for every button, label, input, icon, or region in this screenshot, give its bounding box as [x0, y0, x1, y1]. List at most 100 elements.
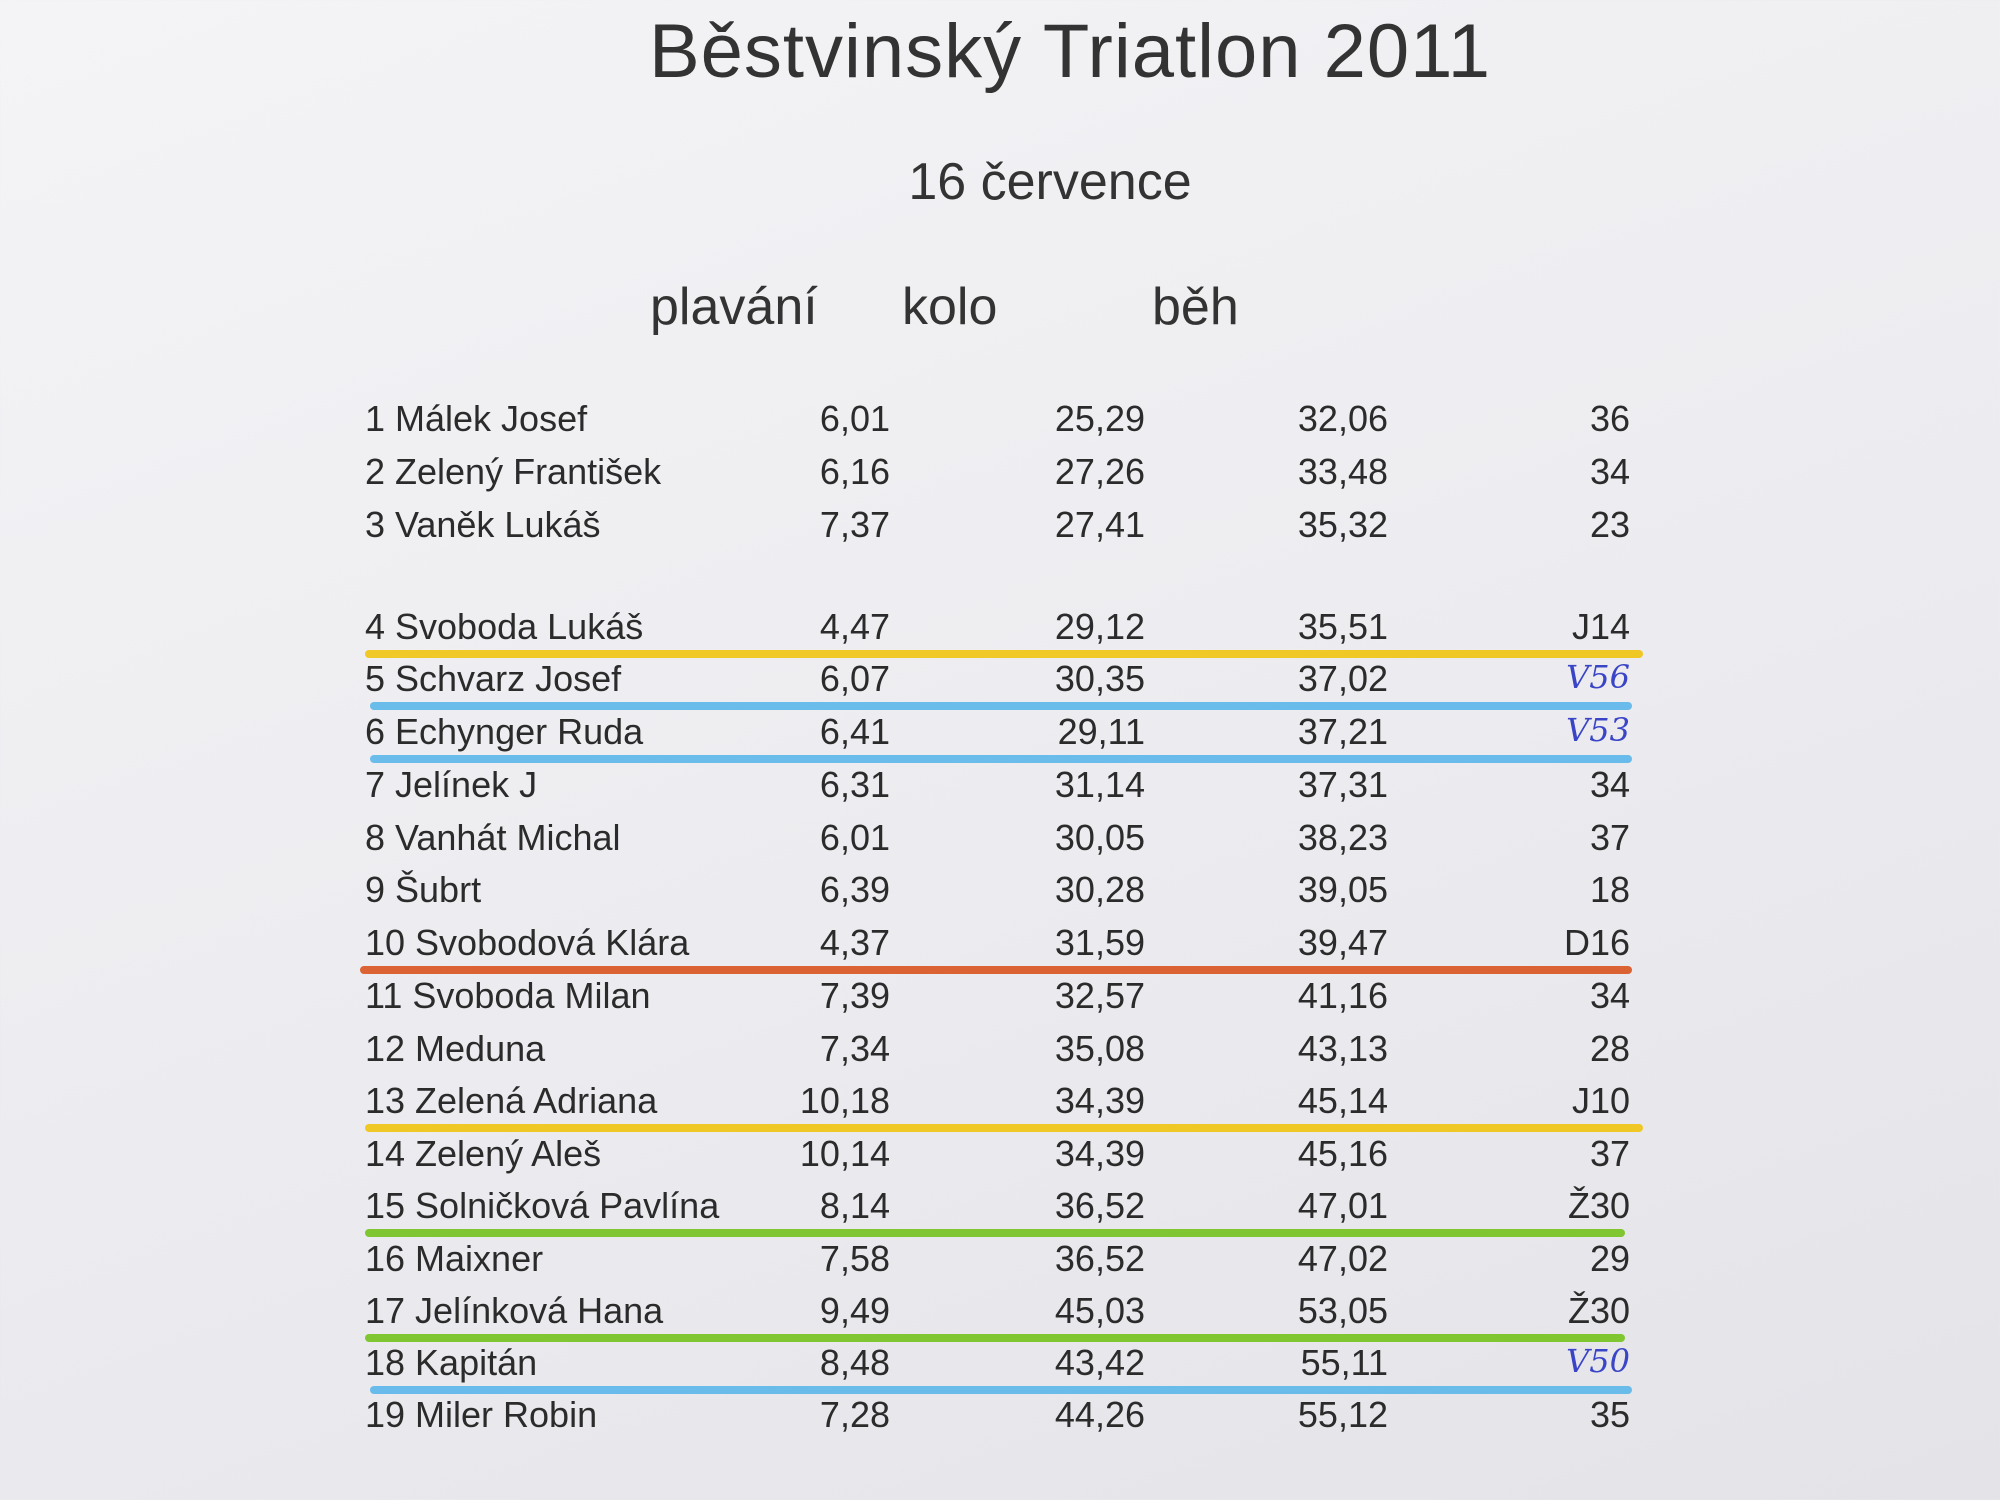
run-time: 47,01: [1297, 1185, 1388, 1226]
run-time: 45,16: [1297, 1133, 1388, 1174]
bike-time: 30,05: [1054, 817, 1145, 858]
swim-time: 6,31: [819, 764, 890, 805]
table-row: 9 Šubrt 6,39 30,28 39,05 18: [0, 869, 2000, 921]
highlight-marker: [360, 966, 1632, 974]
table-row: 8 Vanhát Michal 6,01 30,05 38,23 37: [0, 817, 2000, 869]
bike-time: 44,26: [1054, 1394, 1145, 1435]
run-time: 41,16: [1297, 975, 1388, 1016]
column-header-swim: plavání: [650, 278, 818, 336]
swim-time: 6,01: [819, 817, 890, 858]
bike-time: 25,29: [1054, 398, 1145, 439]
swim-time: 10,14: [799, 1133, 890, 1174]
run-time: 53,05: [1297, 1290, 1388, 1331]
bike-time: 27,41: [1054, 504, 1145, 545]
athlete-name: 14 Zelený Aleš: [365, 1133, 602, 1174]
table-row: 15 Solničková Pavlína 8,14 36,52 47,01 Ž30: [0, 1185, 2000, 1237]
table-row: 6 Echynger Ruda 6,41 29,11 37,21 V53: [0, 711, 2000, 763]
athlete-name: 16 Maixner: [365, 1238, 544, 1279]
table-row: 4 Svoboda Lukáš 4,47 29,12 35,51 J14: [0, 606, 2000, 658]
athlete-name: 11 Svoboda Milan: [365, 975, 651, 1016]
run-time: 39,05: [1297, 869, 1388, 910]
swim-time: 10,18: [799, 1080, 890, 1121]
bike-time: 43,42: [1054, 1342, 1145, 1383]
category-note: V56: [1566, 658, 1630, 696]
highlight-marker: [370, 755, 1632, 763]
swim-time: 7,28: [819, 1394, 890, 1435]
athlete-name: 1 Málek Josef: [365, 398, 588, 439]
swim-time: 4,47: [819, 606, 890, 647]
category-note: 37: [1589, 817, 1630, 858]
table-row: 18 Kapitán 8,48 43,42 55,11 V50: [0, 1342, 2000, 1394]
run-time: 37,21: [1297, 711, 1388, 752]
table-row: 16 Maixner 7,58 36,52 47,02 29: [0, 1238, 2000, 1290]
athlete-name: 13 Zelená Adriana: [365, 1080, 658, 1121]
swim-time: 6,41: [819, 711, 890, 752]
category-note: J10: [1571, 1080, 1630, 1121]
swim-time: 7,58: [819, 1238, 890, 1279]
highlight-marker: [365, 650, 1643, 658]
bike-time: 32,57: [1054, 975, 1145, 1016]
page-title: Běstvinský Triatlon 2011: [648, 9, 1492, 94]
table-row: 1 Málek Josef 6,01 25,29 32,06 36: [0, 398, 2000, 450]
category-note: Ž30: [1567, 1185, 1630, 1226]
category-note: Ž30: [1567, 1290, 1630, 1331]
category-note: 34: [1589, 451, 1630, 492]
bike-time: 30,28: [1054, 869, 1145, 910]
athlete-name: 10 Svobodová Klára: [365, 922, 690, 963]
bike-time: 36,52: [1054, 1185, 1145, 1226]
athlete-name: 5 Schvarz Josef: [365, 658, 622, 699]
table-row: 10 Svobodová Klára 4,37 31,59 39,47 D16: [0, 922, 2000, 974]
bike-time: 36,52: [1054, 1238, 1145, 1279]
swim-time: 4,37: [819, 922, 890, 963]
table-row: 13 Zelená Adriana 10,18 34,39 45,14 J10: [0, 1080, 2000, 1132]
bike-time: 34,39: [1054, 1080, 1145, 1121]
run-time: 32,06: [1297, 398, 1388, 439]
bike-time: 29,11: [1057, 711, 1145, 752]
swim-time: 6,07: [819, 658, 890, 699]
highlight-marker: [370, 702, 1632, 710]
swim-time: 6,39: [819, 869, 890, 910]
category-note: 35: [1589, 1394, 1630, 1435]
highlight-marker: [365, 1229, 1625, 1237]
category-note: 34: [1589, 764, 1630, 805]
athlete-name: 17 Jelínková Hana: [365, 1290, 664, 1331]
category-note: J14: [1571, 606, 1630, 647]
highlight-marker: [365, 1124, 1643, 1132]
category-note: 36: [1589, 398, 1630, 439]
athlete-name: 7 Jelínek J: [365, 764, 538, 805]
category-note: 37: [1589, 1133, 1630, 1174]
athlete-name: 6 Echynger Ruda: [365, 711, 644, 752]
run-time: 35,51: [1297, 606, 1388, 647]
athlete-name: 9 Šubrt: [365, 869, 482, 910]
athlete-name: 12 Meduna: [365, 1028, 546, 1069]
athlete-name: 18 Kapitán: [365, 1342, 538, 1383]
run-time: 45,14: [1297, 1080, 1388, 1121]
table-row: 17 Jelínková Hana 9,49 45,03 53,05 Ž30: [0, 1290, 2000, 1342]
swim-time: 8,48: [819, 1342, 890, 1383]
category-note: V53: [1566, 711, 1630, 749]
table-row: 19 Miler Robin 7,28 44,26 55,12 35: [0, 1394, 2000, 1446]
category-note: 34: [1589, 975, 1630, 1016]
swim-time: 6,01: [819, 398, 890, 439]
swim-time: 7,37: [819, 504, 890, 545]
athlete-name: 2 Zelený František: [365, 451, 662, 492]
bike-time: 31,59: [1054, 922, 1145, 963]
table-row: 14 Zelený Aleš 10,14 34,39 45,16 37: [0, 1133, 2000, 1185]
event-date: 16 července: [908, 153, 1192, 211]
column-header-run: běh: [1152, 278, 1239, 336]
table-row: 7 Jelínek J 6,31 31,14 37,31 34: [0, 764, 2000, 816]
column-header-bike: kolo: [902, 278, 998, 336]
table-row: 3 Vaněk Lukáš 7,37 27,41 35,32 23: [0, 504, 2000, 556]
athlete-name: 8 Vanhát Michal: [365, 817, 621, 858]
swim-time: 9,49: [819, 1290, 890, 1331]
run-time: 33,48: [1297, 451, 1388, 492]
category-note: 23: [1589, 504, 1630, 545]
run-time: 47,02: [1297, 1238, 1388, 1279]
bike-time: 30,35: [1054, 658, 1145, 699]
category-note: 28: [1589, 1028, 1630, 1069]
bike-time: 34,39: [1054, 1133, 1145, 1174]
athlete-name: 15 Solničková Pavlína: [365, 1185, 720, 1226]
run-time: 55,11: [1300, 1342, 1388, 1383]
